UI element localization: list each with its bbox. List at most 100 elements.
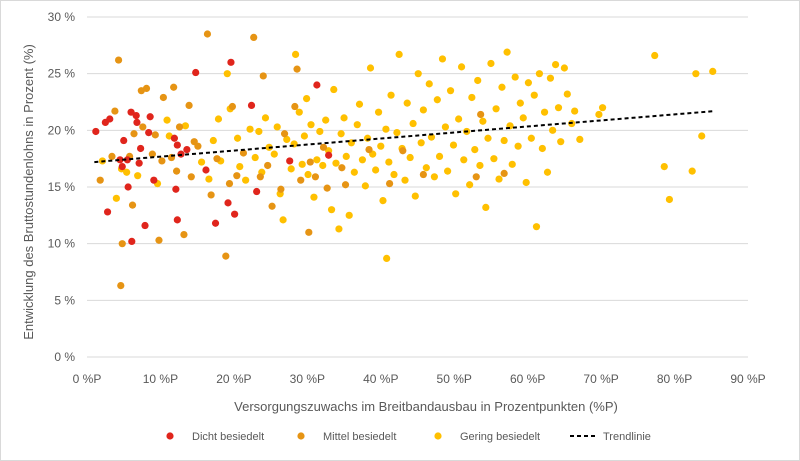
data-point-mittel-besiedelt xyxy=(148,150,156,158)
data-point-gering-besiedelt xyxy=(557,138,565,146)
data-point-gering-besiedelt xyxy=(302,95,311,103)
y-tick-label: 20 % xyxy=(48,123,76,137)
data-point-gering-besiedelt xyxy=(358,156,367,164)
data-point-gering-besiedelt xyxy=(395,50,403,59)
data-point-mittel-besiedelt xyxy=(158,157,166,165)
data-point-gering-besiedelt xyxy=(430,173,438,181)
data-point-gering-besiedelt xyxy=(460,156,468,164)
legend-marker xyxy=(166,432,174,440)
data-points xyxy=(92,30,717,290)
data-point-mittel-besiedelt xyxy=(213,155,221,163)
data-point-mittel-besiedelt xyxy=(319,143,328,151)
y-tick-label: 0 % xyxy=(54,350,75,364)
data-point-mittel-besiedelt xyxy=(117,282,125,290)
data-point-gering-besiedelt xyxy=(236,163,244,171)
data-point-gering-besiedelt xyxy=(543,168,552,176)
data-point-mittel-besiedelt xyxy=(305,228,313,236)
x-axis-tick-labels: 0 %P 10 %P 20 %P 30 %P 40 %P 50 %P 60 %P 70 %P 8… xyxy=(73,372,766,386)
data-point-gering-besiedelt xyxy=(535,70,544,78)
data-point-gering-besiedelt xyxy=(242,176,250,184)
data-point-mittel-besiedelt xyxy=(180,231,188,239)
data-point-gering-besiedelt xyxy=(414,70,422,78)
data-point-dicht-besiedelt xyxy=(183,146,191,154)
data-point-gering-besiedelt xyxy=(492,105,500,113)
data-point-gering-besiedelt xyxy=(134,172,142,180)
data-point-gering-besiedelt xyxy=(205,175,213,183)
data-point-gering-besiedelt xyxy=(484,134,492,142)
data-point-mittel-besiedelt xyxy=(385,180,394,188)
x-tick-label: 70 %P xyxy=(583,372,618,386)
legend: Dicht besiedelt Mittel besiedelt Gering be… xyxy=(166,431,651,443)
data-point-mittel-besiedelt xyxy=(297,176,305,184)
data-point-mittel-besiedelt xyxy=(187,173,195,181)
y-tick-label: 10 % xyxy=(48,237,76,251)
legend-label: Dicht besiedelt xyxy=(192,431,264,443)
data-point-gering-besiedelt xyxy=(330,85,338,94)
data-point-gering-besiedelt xyxy=(660,163,668,171)
data-point-dicht-besiedelt xyxy=(137,144,145,153)
data-point-gering-besiedelt xyxy=(595,110,603,119)
data-point-mittel-besiedelt xyxy=(338,164,346,172)
data-point-mittel-besiedelt xyxy=(194,142,202,150)
data-point-gering-besiedelt xyxy=(197,158,206,166)
data-point-gering-besiedelt xyxy=(379,197,387,205)
data-point-gering-besiedelt xyxy=(355,100,364,108)
data-point-mittel-besiedelt xyxy=(264,161,272,170)
data-point-mittel-besiedelt xyxy=(175,123,184,131)
data-point-dicht-besiedelt xyxy=(133,118,141,126)
data-point-gering-besiedelt xyxy=(377,142,385,150)
data-point-gering-besiedelt xyxy=(345,211,353,219)
data-point-gering-besiedelt xyxy=(393,129,401,137)
data-point-gering-besiedelt xyxy=(540,108,549,116)
data-point-gering-besiedelt xyxy=(511,73,519,81)
data-point-gering-besiedelt xyxy=(441,123,450,131)
data-point-gering-besiedelt xyxy=(487,59,495,68)
data-point-gering-besiedelt xyxy=(516,99,524,107)
data-point-mittel-besiedelt xyxy=(130,130,138,138)
trendline xyxy=(94,110,716,164)
data-point-gering-besiedelt xyxy=(214,115,223,123)
data-point-mittel-besiedelt xyxy=(118,240,126,248)
data-point-mittel-besiedelt xyxy=(291,102,299,111)
data-point-gering-besiedelt xyxy=(322,116,330,124)
data-point-gering-besiedelt xyxy=(163,116,171,124)
data-point-gering-besiedelt xyxy=(530,91,538,99)
data-point-mittel-besiedelt xyxy=(239,149,248,157)
data-point-gering-besiedelt xyxy=(446,87,455,95)
data-point-gering-besiedelt xyxy=(474,76,482,85)
data-point-gering-besiedelt xyxy=(327,206,336,214)
data-point-gering-besiedelt xyxy=(466,181,474,189)
data-point-mittel-besiedelt xyxy=(399,147,407,155)
data-point-mittel-besiedelt xyxy=(233,172,241,180)
data-point-gering-besiedelt xyxy=(246,125,254,133)
data-point-gering-besiedelt xyxy=(598,104,607,112)
data-point-mittel-besiedelt xyxy=(280,130,289,138)
data-point-gering-besiedelt xyxy=(508,160,516,168)
data-point-dicht-besiedelt xyxy=(150,176,158,184)
data-point-dicht-besiedelt xyxy=(127,108,135,116)
data-point-gering-besiedelt xyxy=(387,91,395,99)
data-point-gering-besiedelt xyxy=(519,114,527,122)
data-point-gering-besiedelt xyxy=(482,203,490,211)
data-point-gering-besiedelt xyxy=(295,108,303,116)
data-point-dicht-besiedelt xyxy=(253,187,261,196)
data-point-gering-besiedelt xyxy=(479,117,487,125)
data-point-gering-besiedelt xyxy=(406,153,414,162)
x-tick-label: 10 %P xyxy=(143,372,178,386)
data-point-gering-besiedelt xyxy=(353,121,361,129)
data-point-gering-besiedelt xyxy=(300,132,308,140)
data-point-dicht-besiedelt xyxy=(325,151,333,159)
data-point-gering-besiedelt xyxy=(332,159,340,167)
data-point-gering-besiedelt xyxy=(419,106,427,114)
data-point-mittel-besiedelt xyxy=(472,173,480,181)
data-point-mittel-besiedelt xyxy=(259,72,267,80)
data-point-dicht-besiedelt xyxy=(145,129,153,137)
data-point-mittel-besiedelt xyxy=(500,169,508,177)
legend-label: Gering besiedelt xyxy=(460,431,540,443)
data-point-mittel-besiedelt xyxy=(96,176,104,184)
data-point-gering-besiedelt xyxy=(449,141,458,149)
data-point-dicht-besiedelt xyxy=(192,68,200,77)
data-point-gering-besiedelt xyxy=(433,96,441,104)
data-point-gering-besiedelt xyxy=(455,115,463,123)
data-point-dicht-besiedelt xyxy=(146,113,154,121)
